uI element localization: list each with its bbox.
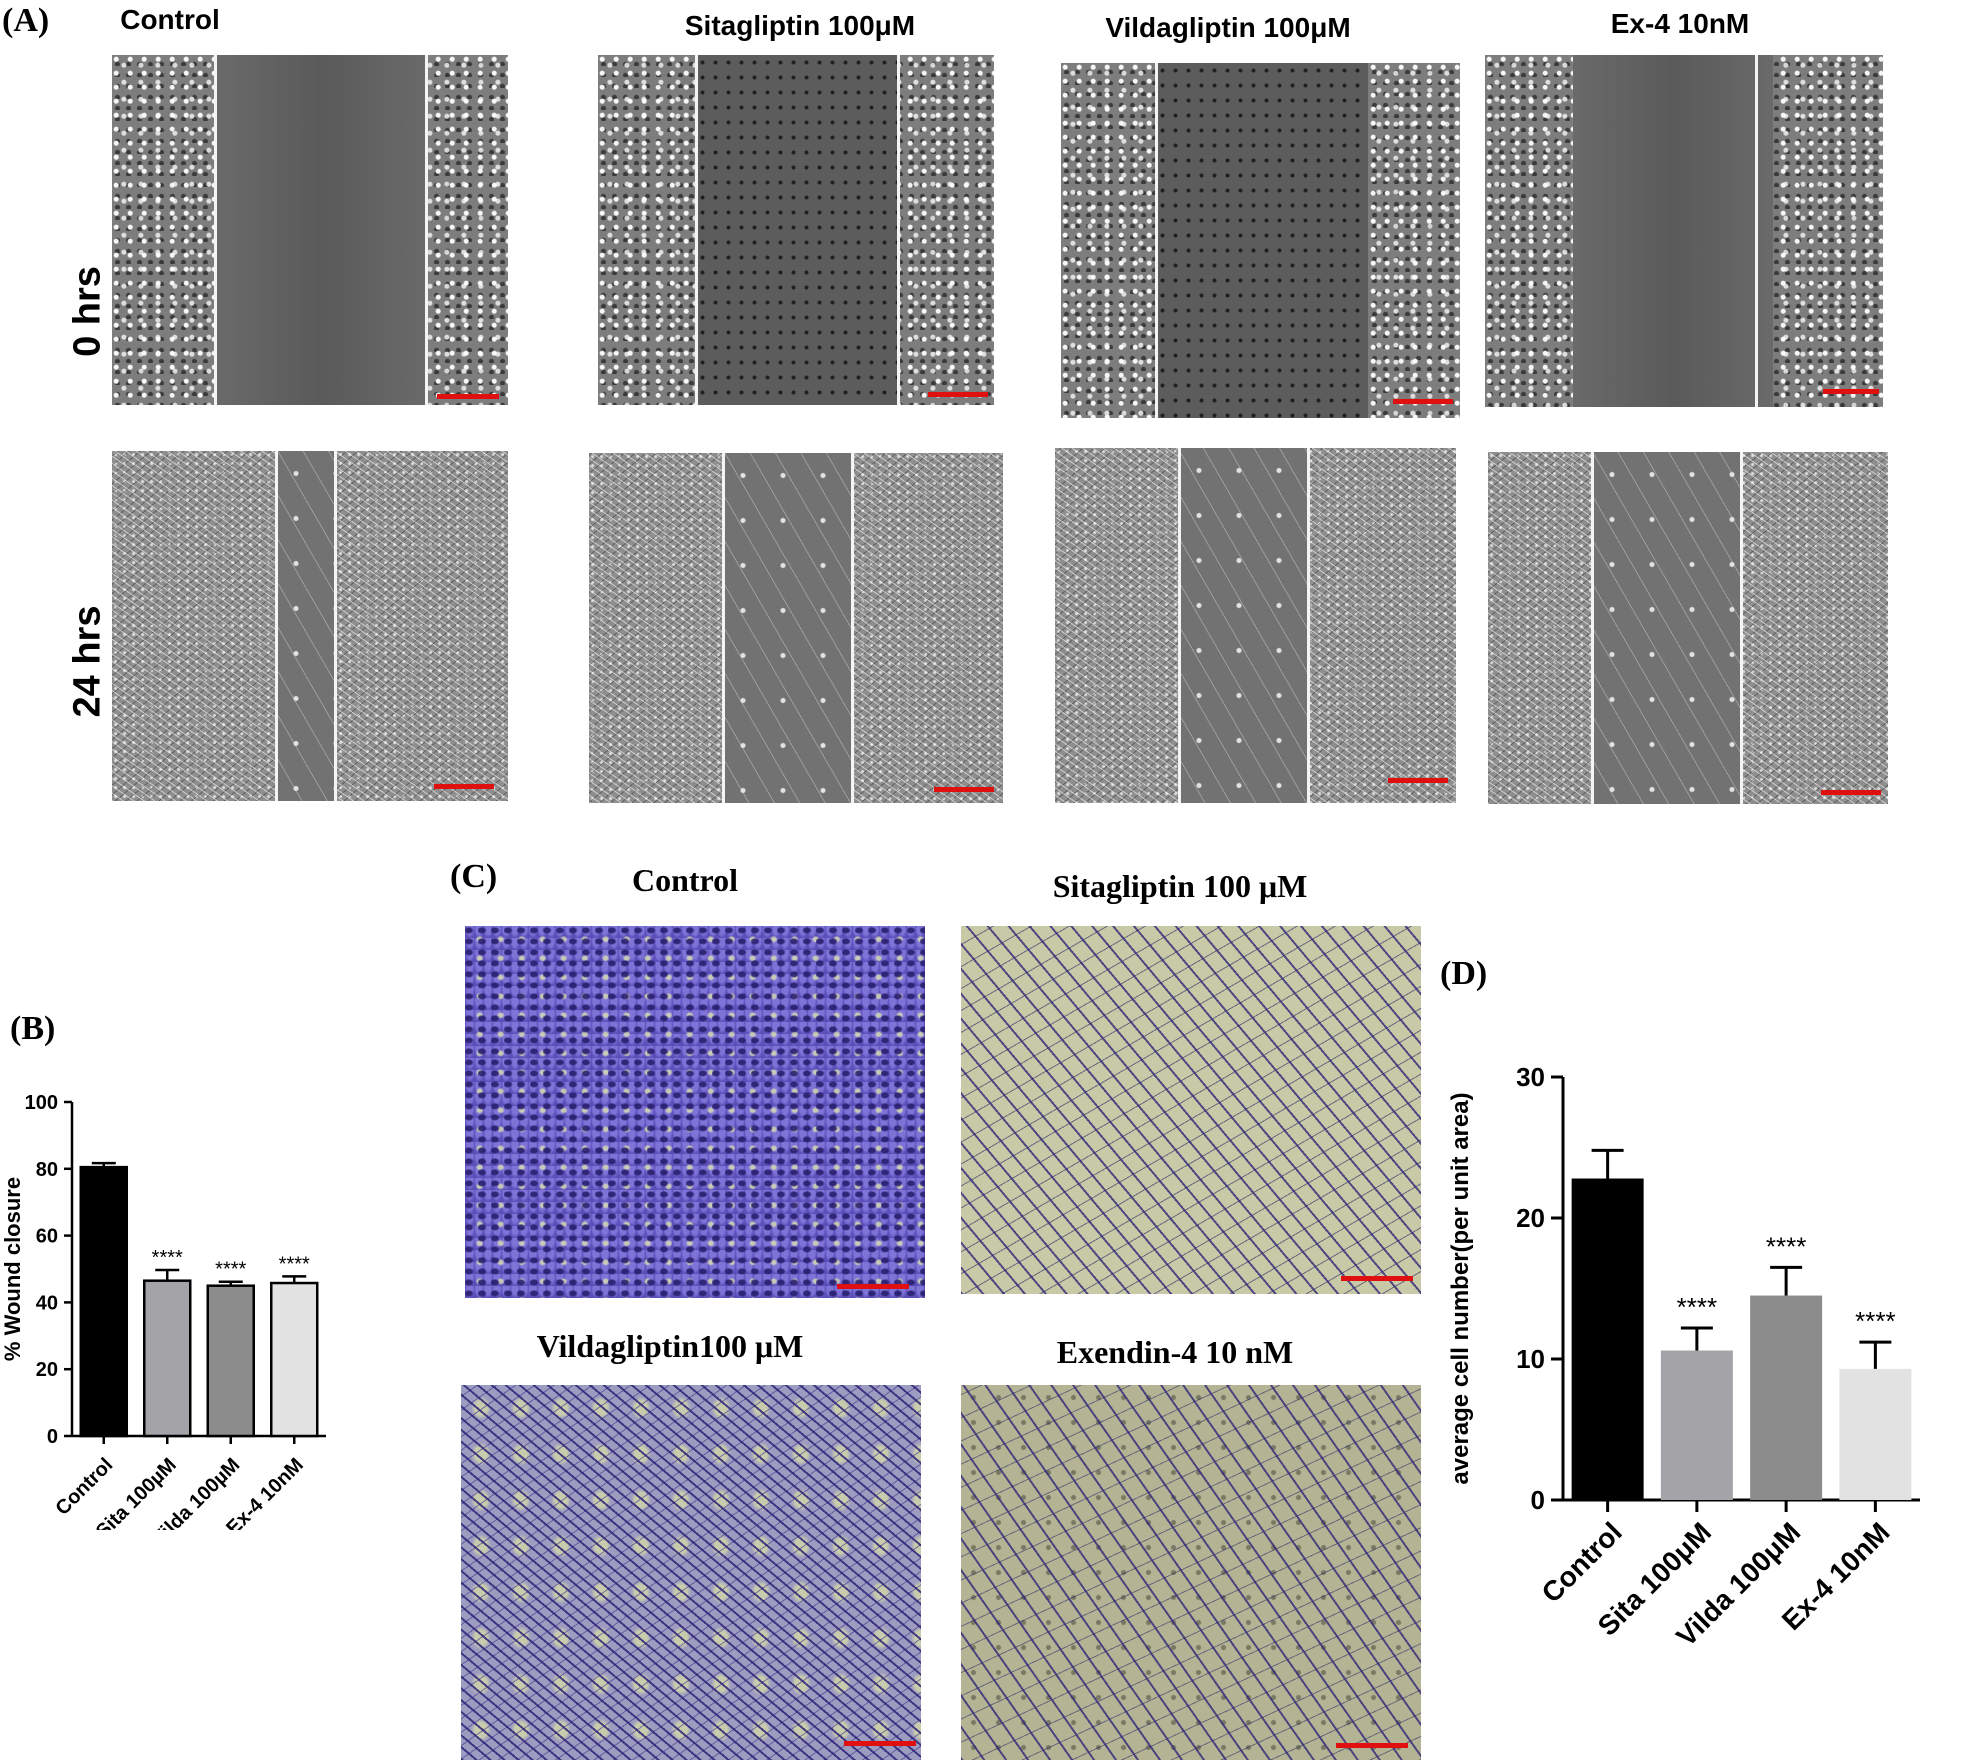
transwell-label-control: Control <box>631 862 739 898</box>
y-tick-label: 60 <box>36 1226 58 1248</box>
scratch-image-ex4-0h <box>1485 55 1883 407</box>
column-header-control: Control <box>120 4 220 35</box>
column-header-sitagliptin: Sitagliptin 100μM <box>684 10 916 41</box>
scratch-image-ex4-24h <box>1488 452 1888 804</box>
significance-label: **** <box>215 1259 246 1281</box>
bar <box>1660 1350 1733 1500</box>
y-tick-label: 100 <box>25 1092 58 1114</box>
bar <box>143 1279 192 1438</box>
y-axis-label: average cell number(per unit area) <box>1447 1092 1474 1484</box>
y-tick-label: 0 <box>1531 1485 1545 1515</box>
bar <box>79 1165 128 1438</box>
x-tick-label: Control <box>51 1454 117 1520</box>
scale-bar <box>844 1741 916 1746</box>
scale-bar <box>434 784 494 789</box>
panel-b-label: (B) <box>10 1010 56 1047</box>
bar <box>206 1284 255 1438</box>
y-tick-label: 40 <box>36 1292 58 1314</box>
panel-d-label: (D) <box>1440 955 1488 992</box>
significance-label: **** <box>1677 1292 1717 1322</box>
scale-bar <box>934 787 994 792</box>
scale-bar <box>1341 1276 1413 1281</box>
bar <box>1750 1295 1823 1500</box>
y-tick-label: 80 <box>36 1159 58 1181</box>
scratch-image-control-0h <box>112 55 508 405</box>
scale-bar <box>1388 778 1448 783</box>
y-tick-label: 30 <box>1516 1062 1545 1092</box>
transwell-label-exendin4: Exendin-4 10 nM <box>1056 1334 1294 1370</box>
scratch-image-sitagliptin-24h <box>589 453 1003 803</box>
y-tick-label: 10 <box>1516 1344 1545 1374</box>
row-label-0hrs: 0 hrs <box>66 266 109 357</box>
scratch-image-sitagliptin-0h <box>598 55 994 405</box>
transwell-image-sitagliptin <box>961 926 1421 1294</box>
scale-bar <box>837 1284 909 1289</box>
scale-bar <box>1336 1743 1408 1748</box>
significance-label: **** <box>279 1253 310 1275</box>
scratch-image-vildagliptin-0h <box>1061 63 1460 418</box>
transwell-image-vildagliptin <box>461 1385 921 1760</box>
panel-a-label: (A) <box>2 2 50 39</box>
y-axis-label: % Wound closure <box>0 1177 25 1361</box>
x-tick-label: Control <box>1536 1516 1628 1608</box>
significance-label: **** <box>1766 1231 1806 1261</box>
transwell-label-sitagliptin: Sitagliptin 100 μM <box>1052 868 1308 904</box>
scratch-image-control-24h <box>112 451 508 801</box>
column-header-vildagliptin: Vildagliptin 100μM <box>1105 12 1351 43</box>
row-label-24hrs: 24 hrs <box>66 605 109 718</box>
significance-label: **** <box>1855 1306 1895 1336</box>
scale-bar <box>928 392 988 397</box>
cell-number-chart: 0 10 20 30 average cell number(per unit area… <box>1447 1062 1920 1652</box>
column-header-ex4: Ex-4 10nM <box>1610 8 1750 39</box>
y-tick-label: 20 <box>1516 1203 1545 1233</box>
bar <box>270 1281 319 1438</box>
scale-bar <box>437 394 499 399</box>
transwell-label-vildagliptin: Vildagliptin100 μM <box>536 1328 804 1364</box>
scale-bar <box>1823 389 1879 394</box>
y-tick-label: 0 <box>47 1426 58 1448</box>
y-tick-label: 20 <box>36 1359 58 1381</box>
bar <box>1839 1368 1912 1500</box>
panel-c-label: (C) <box>450 858 498 895</box>
scratch-image-vildagliptin-24h <box>1055 448 1456 803</box>
bar <box>1571 1178 1644 1500</box>
transwell-image-exendin4 <box>961 1385 1421 1760</box>
significance-label: **** <box>152 1247 183 1269</box>
scale-bar <box>1393 399 1453 404</box>
transwell-image-control <box>465 926 925 1298</box>
scale-bar <box>1821 790 1881 795</box>
